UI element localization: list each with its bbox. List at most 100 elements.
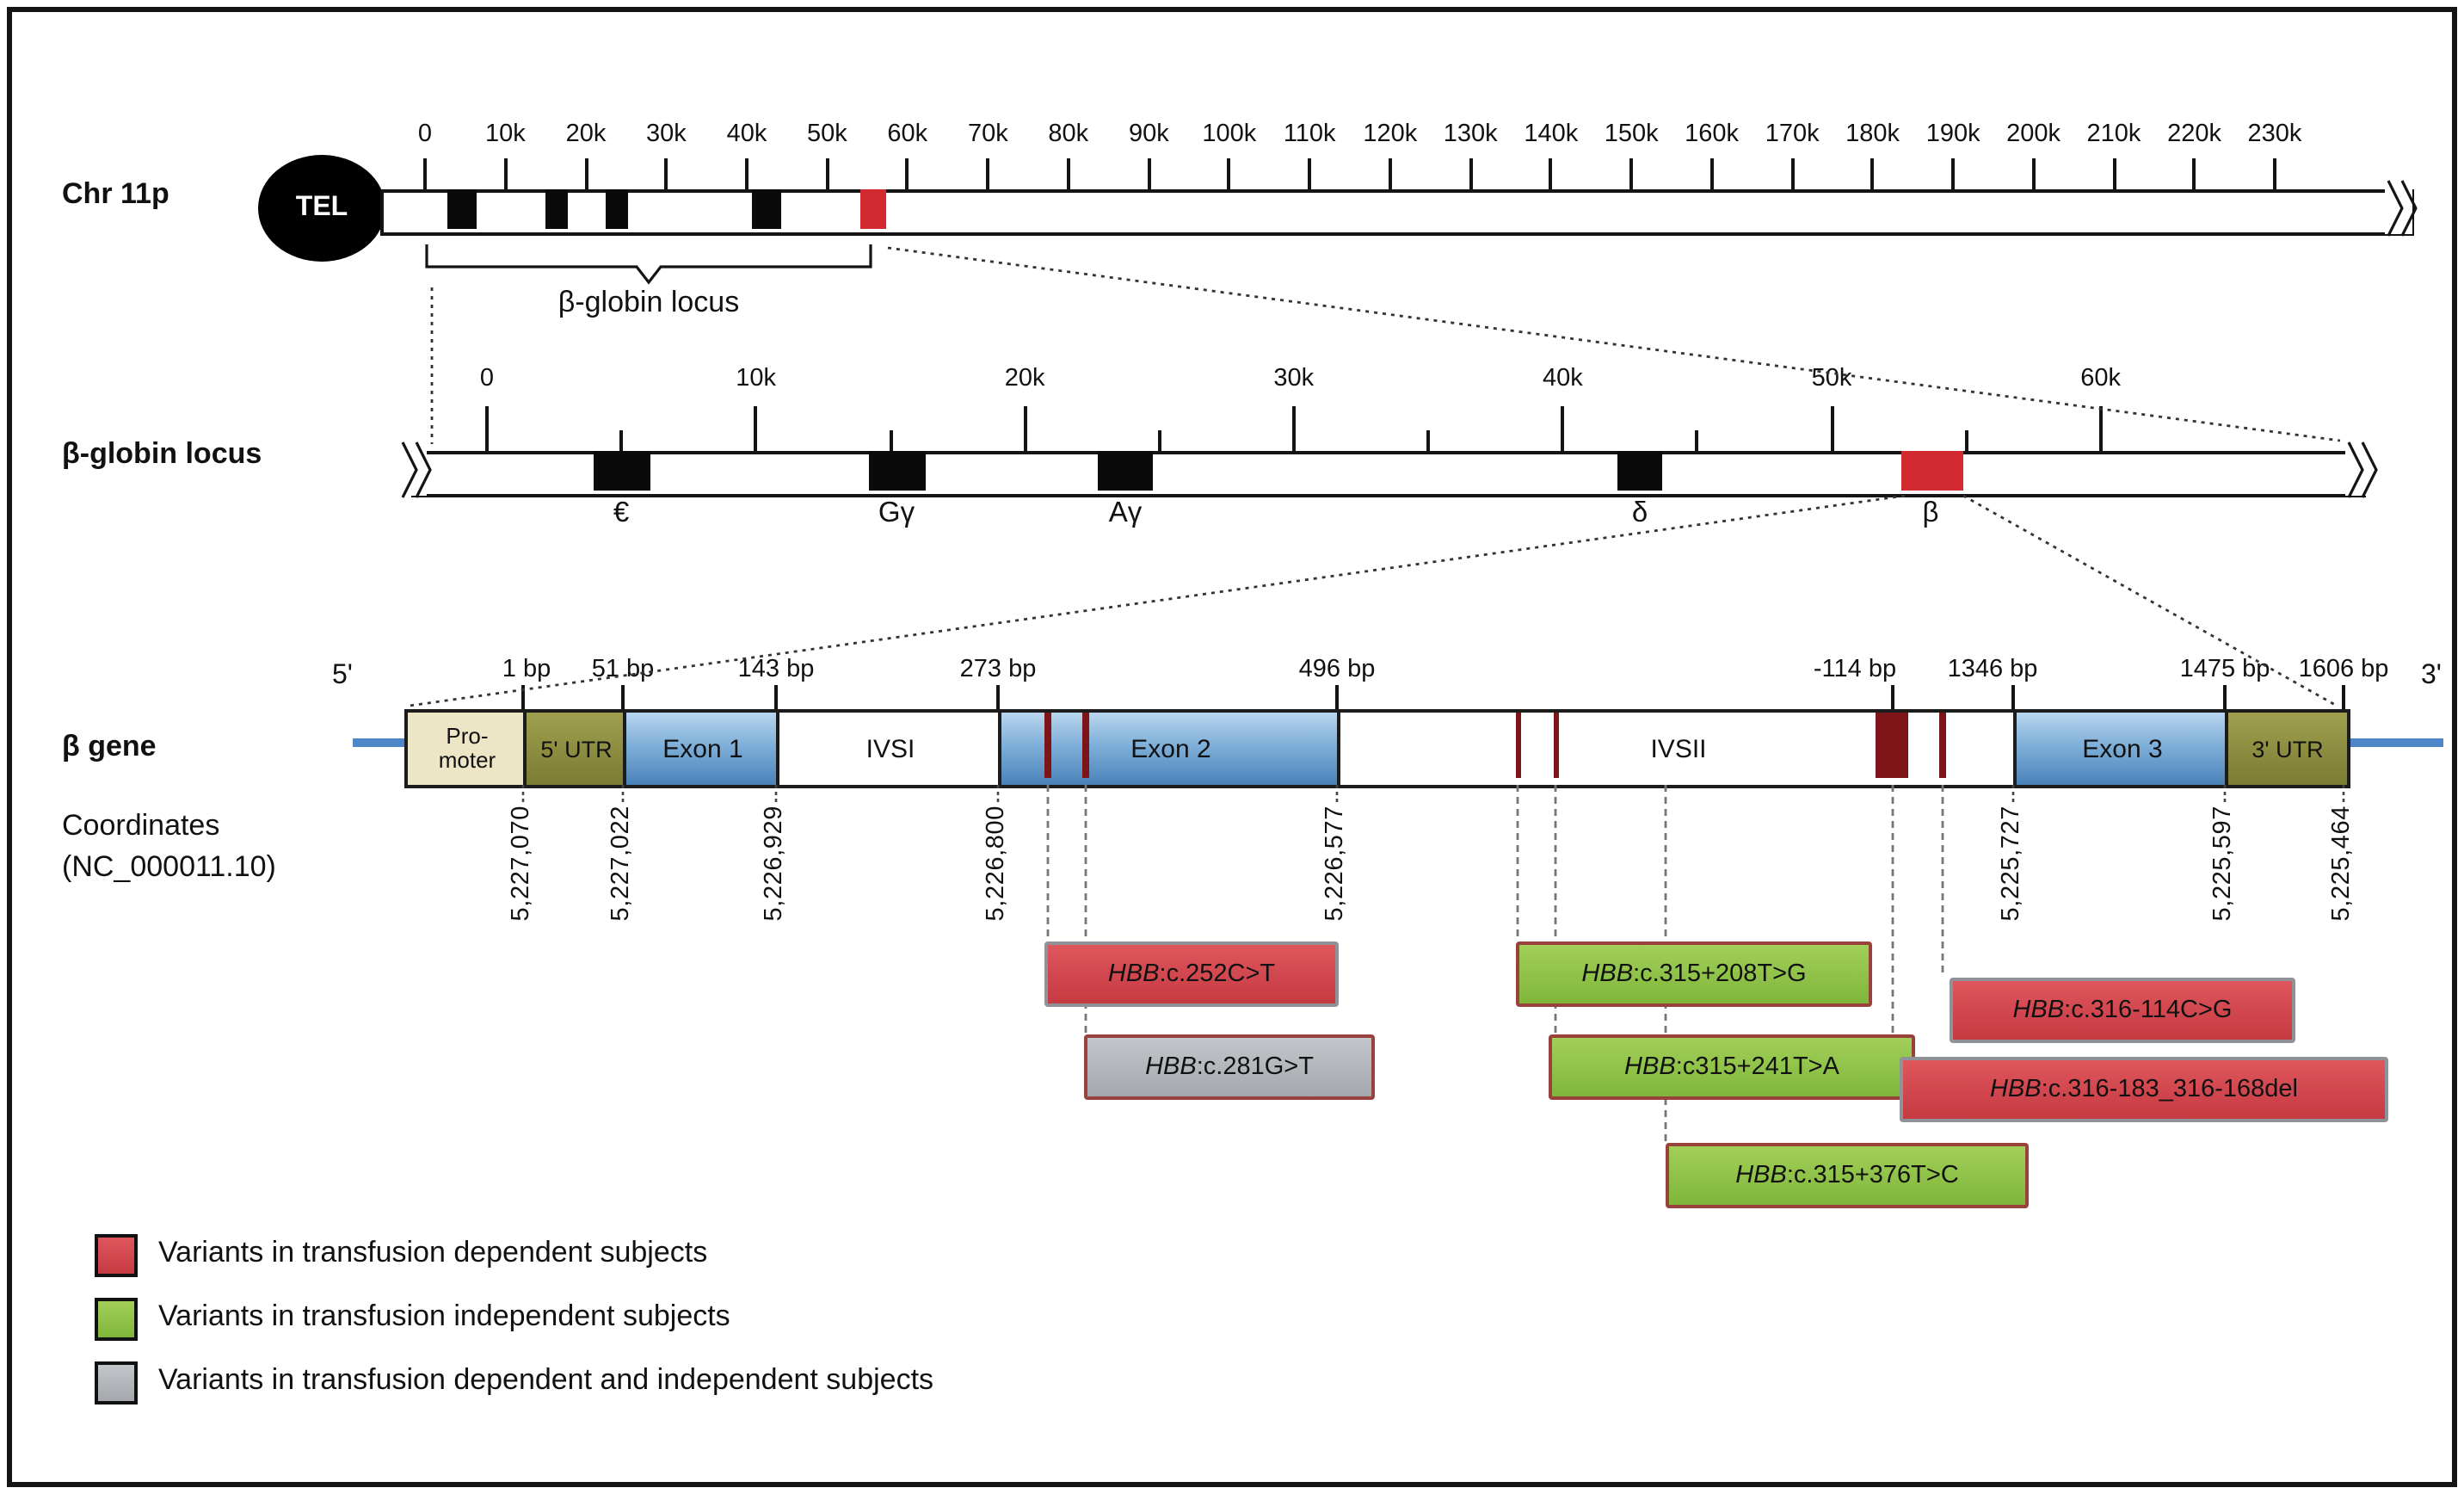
ruler-tick-mark xyxy=(1790,158,1795,189)
variant-change: :c.315+376T>C xyxy=(1786,1162,1959,1189)
ruler-tick-mark xyxy=(1951,158,1956,189)
bp-label: 273 bp xyxy=(959,656,1037,683)
ruler-tick-mark xyxy=(1870,158,1875,189)
ruler-minor-tick-mark xyxy=(1964,430,1968,451)
ruler-tick-mark xyxy=(1066,158,1070,189)
ruler-tick-mark xyxy=(754,406,758,451)
bp-tick-mark xyxy=(2011,685,2015,709)
ruler-tick-label: 0 xyxy=(417,120,433,148)
chr-gene-box-delta xyxy=(752,189,781,229)
segment-label: IVSII xyxy=(1650,734,1707,763)
chr-beta-globin-marker xyxy=(860,189,886,229)
ruler-tick-mark xyxy=(1709,158,1714,189)
ruler-tick-mark xyxy=(986,158,990,189)
bp-tick-mark xyxy=(996,685,1000,709)
ruler-tick-label: 50k xyxy=(1811,365,1852,392)
ruler-minor-tick-mark xyxy=(1695,430,1699,451)
ruler-minor-tick-mark xyxy=(1157,430,1161,451)
ruler-tick-label: 80k xyxy=(1048,120,1089,148)
variant-region-box xyxy=(1876,713,1908,778)
variant-box-c281: HBB:c.281G>T xyxy=(1084,1034,1375,1100)
bp-label: 1 bp xyxy=(502,656,551,683)
ruler-tick-mark xyxy=(584,158,588,189)
ruler-tick-mark xyxy=(1227,158,1231,189)
locus-gene-beta xyxy=(1901,451,1963,491)
ruler-minor-tick-mark xyxy=(1426,430,1431,451)
locus-gene-epsilon xyxy=(594,451,650,491)
ruler-tick-mark xyxy=(1549,158,1553,189)
bp-label: 143 bp xyxy=(737,656,815,683)
variant-gene-name: HBB xyxy=(1990,1076,2042,1103)
ruler-tick-mark xyxy=(485,406,489,451)
ruler-tick-mark xyxy=(2031,158,2036,189)
variant-gene-name: HBB xyxy=(1581,960,1634,988)
ruler-tick-mark xyxy=(2273,158,2276,189)
variant-box-c316-114: HBB:c.316-114C>G xyxy=(1950,978,2295,1043)
bp-label: 1475 bp xyxy=(2179,656,2270,683)
variant-tick xyxy=(1044,713,1051,778)
bp-tick-mark xyxy=(2342,685,2345,709)
variant-box-c315-241: HBB:c315+241T>A xyxy=(1549,1034,1915,1100)
variant-tick xyxy=(1554,713,1559,778)
ruler-tick-mark xyxy=(1561,406,1565,451)
locus-label: β-globin locus xyxy=(62,437,262,470)
bp-label: 1346 bp xyxy=(1947,656,2038,683)
gene-segment-3utr: 3' UTR xyxy=(2225,709,2350,788)
ruler-tick-mark xyxy=(1291,406,1296,451)
legend-swatch-gray xyxy=(95,1361,138,1404)
three-prime-label: 3' xyxy=(2421,661,2442,690)
ruler-tick-label: 130k xyxy=(1443,120,1498,148)
ruler-tick-mark xyxy=(1147,158,1151,189)
ruler-tick-label: 230k xyxy=(2247,120,2302,148)
ruler-tick-label: 30k xyxy=(1273,365,1315,392)
coordinate-value: 5,226,577 xyxy=(1321,806,1349,922)
telomere-badge: TEL xyxy=(258,155,385,262)
chr-gene-box-g-gamma xyxy=(545,189,568,229)
variant-change: :c.316-183_316-168del xyxy=(2041,1076,2298,1103)
ruler-tick-mark xyxy=(905,158,909,189)
locus-bar xyxy=(411,451,2366,497)
ruler-tick-label: 220k xyxy=(2167,120,2222,148)
ruler-tick-label: 60k xyxy=(2080,365,2121,392)
locus-gene-a-gamma xyxy=(1098,451,1153,491)
legend-swatch-green xyxy=(95,1298,138,1341)
five-prime-label: 5' xyxy=(332,661,353,690)
segment-label: Exon 2 xyxy=(1130,734,1211,763)
coordinate-value: 5,225,464 xyxy=(2328,806,2356,922)
ruler-tick-label: 40k xyxy=(1542,365,1583,392)
ruler-tick-mark xyxy=(2112,158,2116,189)
segment-label: Exon 1 xyxy=(662,734,743,763)
segment-label: Exon 3 xyxy=(2082,734,2163,763)
ruler-tick-label: 110k xyxy=(1283,120,1336,148)
ruler-tick-label: 90k xyxy=(1128,120,1169,148)
gene-segment-ivsii: IVSII xyxy=(1337,709,2020,788)
variant-tick xyxy=(1516,713,1521,778)
bp-label: 1606 bp xyxy=(2298,656,2389,683)
ruler-tick-label: 170k xyxy=(1765,120,1820,148)
variant-box-c315-376: HBB:c.315+376T>C xyxy=(1666,1143,2029,1208)
variant-change: :c.252C>T xyxy=(1159,960,1276,988)
ruler-tick-label: 10k xyxy=(484,120,526,148)
variant-box-c252: HBB:c.252C>T xyxy=(1044,941,1339,1007)
ruler-minor-tick-mark xyxy=(889,430,892,451)
variant-gene-name: HBB xyxy=(1107,960,1160,988)
ruler-tick-label: 160k xyxy=(1685,120,1740,148)
bp-label: 496 bp xyxy=(1298,656,1376,683)
variant-box-c316-183del: HBB:c.316-183_316-168del xyxy=(1900,1057,2388,1122)
ruler-tick-label: 50k xyxy=(806,120,847,148)
locus-gene-label-a-gamma: Aγ xyxy=(1108,497,1143,528)
coordinates-accession: (NC_000011.10) xyxy=(62,850,276,883)
bracket-label: β-globin locus xyxy=(557,286,740,318)
ruler-tick-mark xyxy=(745,158,748,189)
ruler-tick-mark xyxy=(1308,158,1312,189)
chr-gene-box-a-gamma xyxy=(606,189,628,229)
bp-tick-mark xyxy=(1335,685,1339,709)
chr11p-label: Chr 11p xyxy=(62,177,169,210)
gene-segment-exon1: Exon 1 xyxy=(623,709,783,788)
ruler-minor-tick-mark xyxy=(619,430,624,451)
legend-label-gray: Variants in transfusion dependent and in… xyxy=(158,1363,934,1396)
ruler-tick-mark xyxy=(825,158,829,189)
segment-label: IVSI xyxy=(865,734,915,763)
coordinate-value: 5,225,597 xyxy=(2209,806,2237,922)
